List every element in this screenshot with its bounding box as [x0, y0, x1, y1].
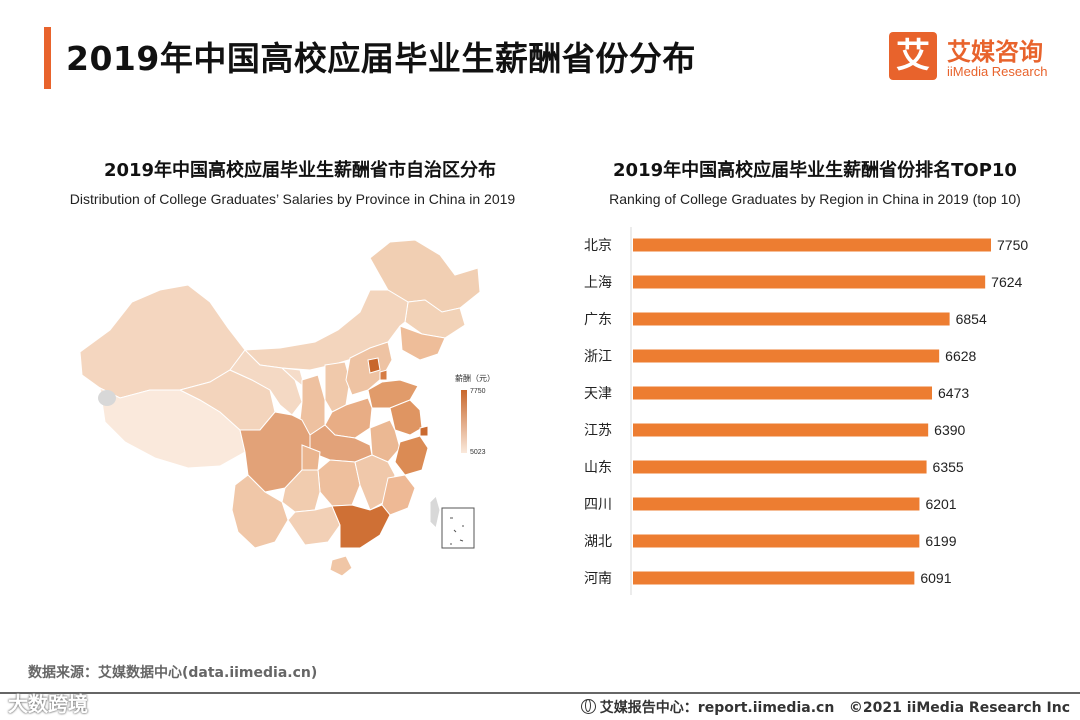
bar-value-label: 6473: [938, 385, 969, 401]
map-region-tianjin: [379, 369, 388, 381]
bar: [633, 534, 920, 548]
south-china-sea-inset: [441, 507, 475, 549]
footer-report[interactable]: 艾媒报告中心：report.iimedia.cn ©2021 iiMedia R…: [580, 697, 1070, 717]
bar-category-label: 湖北: [584, 534, 612, 550]
bar: [633, 238, 991, 252]
map-region-nodata: [98, 390, 116, 406]
bar-category-label: 广东: [584, 312, 612, 328]
map-legend-min: 5023: [470, 449, 486, 456]
brand-mark-icon: 艾: [889, 32, 937, 80]
bar: [633, 497, 920, 511]
copyright: ©2021 iiMedia Research Inc: [848, 700, 1070, 716]
map-region-jilin: [404, 299, 466, 339]
bar-value-label: 6201: [925, 496, 956, 512]
bar: [633, 349, 940, 363]
map-region-guangxi: [287, 505, 341, 546]
report-link[interactable]: 艾媒报告中心：report.iimedia.cn: [599, 700, 835, 716]
map-legend-gradient: [461, 390, 467, 453]
bar-value-label: 6355: [933, 459, 964, 475]
map-region-beijing: [367, 357, 381, 374]
bar-category-label: 天津: [584, 386, 612, 402]
footer-divider: [0, 692, 1080, 694]
brand-logo[interactable]: 艾 艾媒咨询 iiMedia Research: [889, 32, 1069, 84]
bar-value-label: 7750: [997, 237, 1028, 253]
data-source: 数据来源：艾媒数据中心(data.iimedia.cn): [28, 665, 318, 681]
bar-category-label: 河南: [584, 571, 612, 587]
globe-icon: [580, 699, 596, 714]
bar-value-label: 6854: [956, 311, 987, 327]
map-legend-max: 7750: [470, 388, 486, 395]
map-region-hunan: [317, 459, 361, 507]
bar-category-label: 浙江: [584, 349, 612, 365]
map-region-fujian: [381, 474, 416, 516]
bar-chart-title: 2019年中国高校应届毕业生薪酬省份排名TOP10: [613, 160, 1017, 181]
map-legend-title: 薪酬（元）: [455, 374, 495, 383]
bar-value-label: 6628: [945, 348, 976, 364]
map-region-hainan: [329, 555, 353, 577]
bar: [633, 460, 927, 474]
bar-value-label: 7624: [991, 274, 1022, 290]
bar-value-label: 6390: [934, 422, 965, 438]
bar: [633, 386, 933, 400]
map-region-guizhou: [281, 469, 321, 513]
brand-name-en: iiMedia Research: [947, 64, 1048, 79]
bar-chart-subtitle: Ranking of College Graduates by Region i…: [609, 191, 1021, 207]
map-subtitle: Distribution of College Graduates’ Salar…: [69, 191, 516, 207]
bar-category-label: 山东: [584, 460, 612, 476]
map-region-inner-mongolia: [243, 289, 409, 371]
map-region-yunnan: [231, 474, 289, 549]
bar: [633, 275, 986, 289]
map-region-zhejiang: [394, 435, 429, 476]
map-region-shanghai: [419, 425, 429, 437]
page-title: 2019年中国高校应届毕业生薪酬省份分布: [66, 39, 696, 78]
bar-category-label: 四川: [584, 497, 612, 513]
bar-category-label: 上海: [584, 275, 612, 291]
china-salary-map: [79, 239, 481, 577]
watermark: 大数跨境: [8, 692, 88, 716]
top10-bar-chart: 北京 7750 上海 7624 广东 6854 浙江 6628 天津 6473 江苏 6390 山东 63…: [584, 227, 1028, 595]
bar-category-label: 江苏: [584, 423, 612, 439]
bar-category-label: 北京: [584, 238, 612, 254]
bar: [633, 312, 950, 326]
bar: [633, 423, 929, 437]
bar-value-label: 6199: [925, 533, 956, 549]
bar: [633, 571, 915, 585]
map-region-shandong: [367, 379, 419, 409]
map-region-guangdong: [331, 504, 391, 549]
map-region-taiwan: [429, 495, 441, 529]
map-region-liaoning: [399, 325, 446, 361]
map-title: 2019年中国高校应届毕业生薪酬省市自治区分布: [103, 160, 497, 181]
title-accent-bar: [44, 27, 51, 89]
bar-value-label: 6091: [920, 570, 951, 586]
brand-name-cn: 艾媒咨询: [947, 38, 1043, 66]
